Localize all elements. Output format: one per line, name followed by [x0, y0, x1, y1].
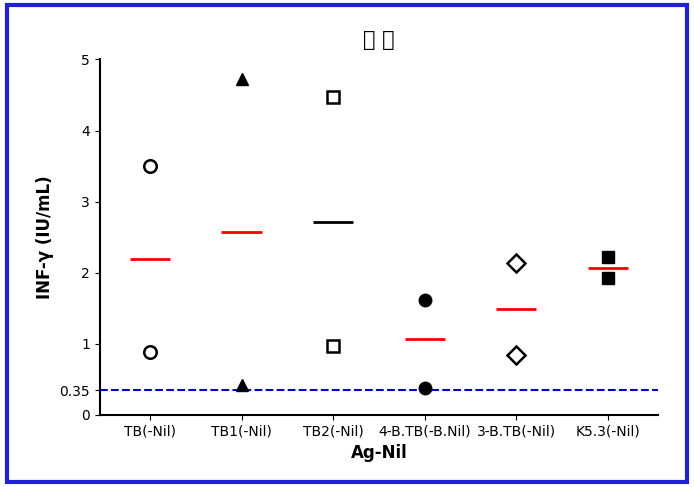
Title: 본 부: 본 부 — [363, 30, 395, 50]
X-axis label: Ag-Nil: Ag-Nil — [350, 444, 407, 462]
Y-axis label: INF-γ (IU/mL): INF-γ (IU/mL) — [36, 175, 54, 299]
